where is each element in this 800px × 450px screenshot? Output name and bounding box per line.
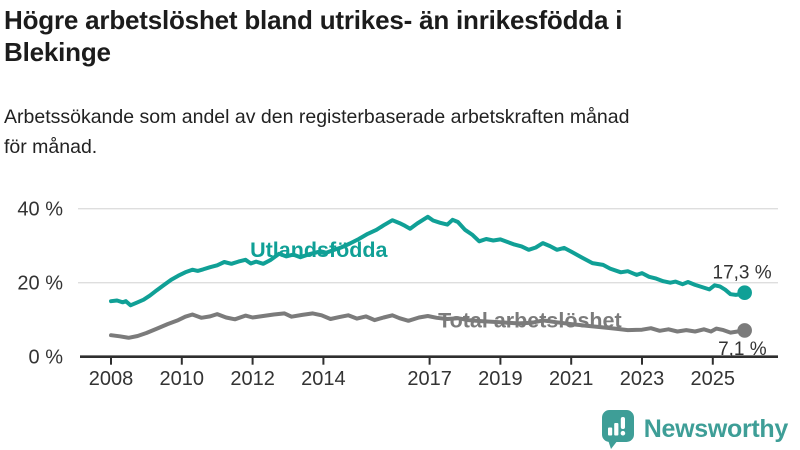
chart-title-line-2: Blekinge	[4, 37, 111, 68]
series-label-1: Total arbetslöshet	[438, 308, 622, 332]
y-axis-tick-label: 20 %	[17, 273, 63, 295]
y-axis-tick-label: 0 %	[29, 347, 64, 369]
series-line-0	[109, 214, 747, 308]
y-axis-tick-label: 40 %	[17, 199, 63, 221]
newsworthy-logo[interactable]: Newsworthy	[601, 409, 788, 449]
x-axis-tick-label: 2008	[89, 368, 134, 390]
x-axis-tick-label: 2025	[691, 368, 736, 390]
chart-subtitle-line-2: för månad.	[4, 135, 98, 158]
chart-subtitle: Arbetssökande som andel av den registerb…	[4, 103, 784, 162]
series-end-value-label-0: 17,3 %	[713, 263, 772, 284]
logo-text: Newsworthy	[643, 414, 789, 443]
series-line-1	[109, 311, 747, 340]
series-end-value-label-1: 7,1 %	[718, 339, 767, 360]
x-axis-tick-label: 2010	[160, 368, 205, 390]
x-axis-tick-label: 2017	[407, 368, 452, 390]
series-end-dot-0	[737, 285, 752, 300]
x-axis-tick-label: 2021	[549, 368, 594, 390]
x-axis-tick-label: 2014	[301, 368, 346, 390]
x-axis-tick-label: 2023	[620, 368, 665, 390]
series-end-dot-1	[737, 323, 752, 338]
chart-subtitle-line-1: Arbetssökande som andel av den registerb…	[4, 106, 630, 128]
chart-title-line-1: Högre arbetslöshet bland utrikes- än inr…	[4, 5, 623, 35]
x-axis-tick-label: 2019	[478, 368, 523, 390]
x-axis-tick-label: 2012	[230, 368, 275, 390]
line-chart: 0 % 20 % 40 % 2008 2010 2012 2014 2017 2019 2021 2…	[17, 199, 778, 390]
series-label-0: Utlandsfödda	[250, 238, 388, 262]
bar-chart-speech-bubble-icon	[601, 410, 634, 449]
chart-title: Högre arbetslöshet bland utrikes- än inr…	[4, 4, 754, 68]
